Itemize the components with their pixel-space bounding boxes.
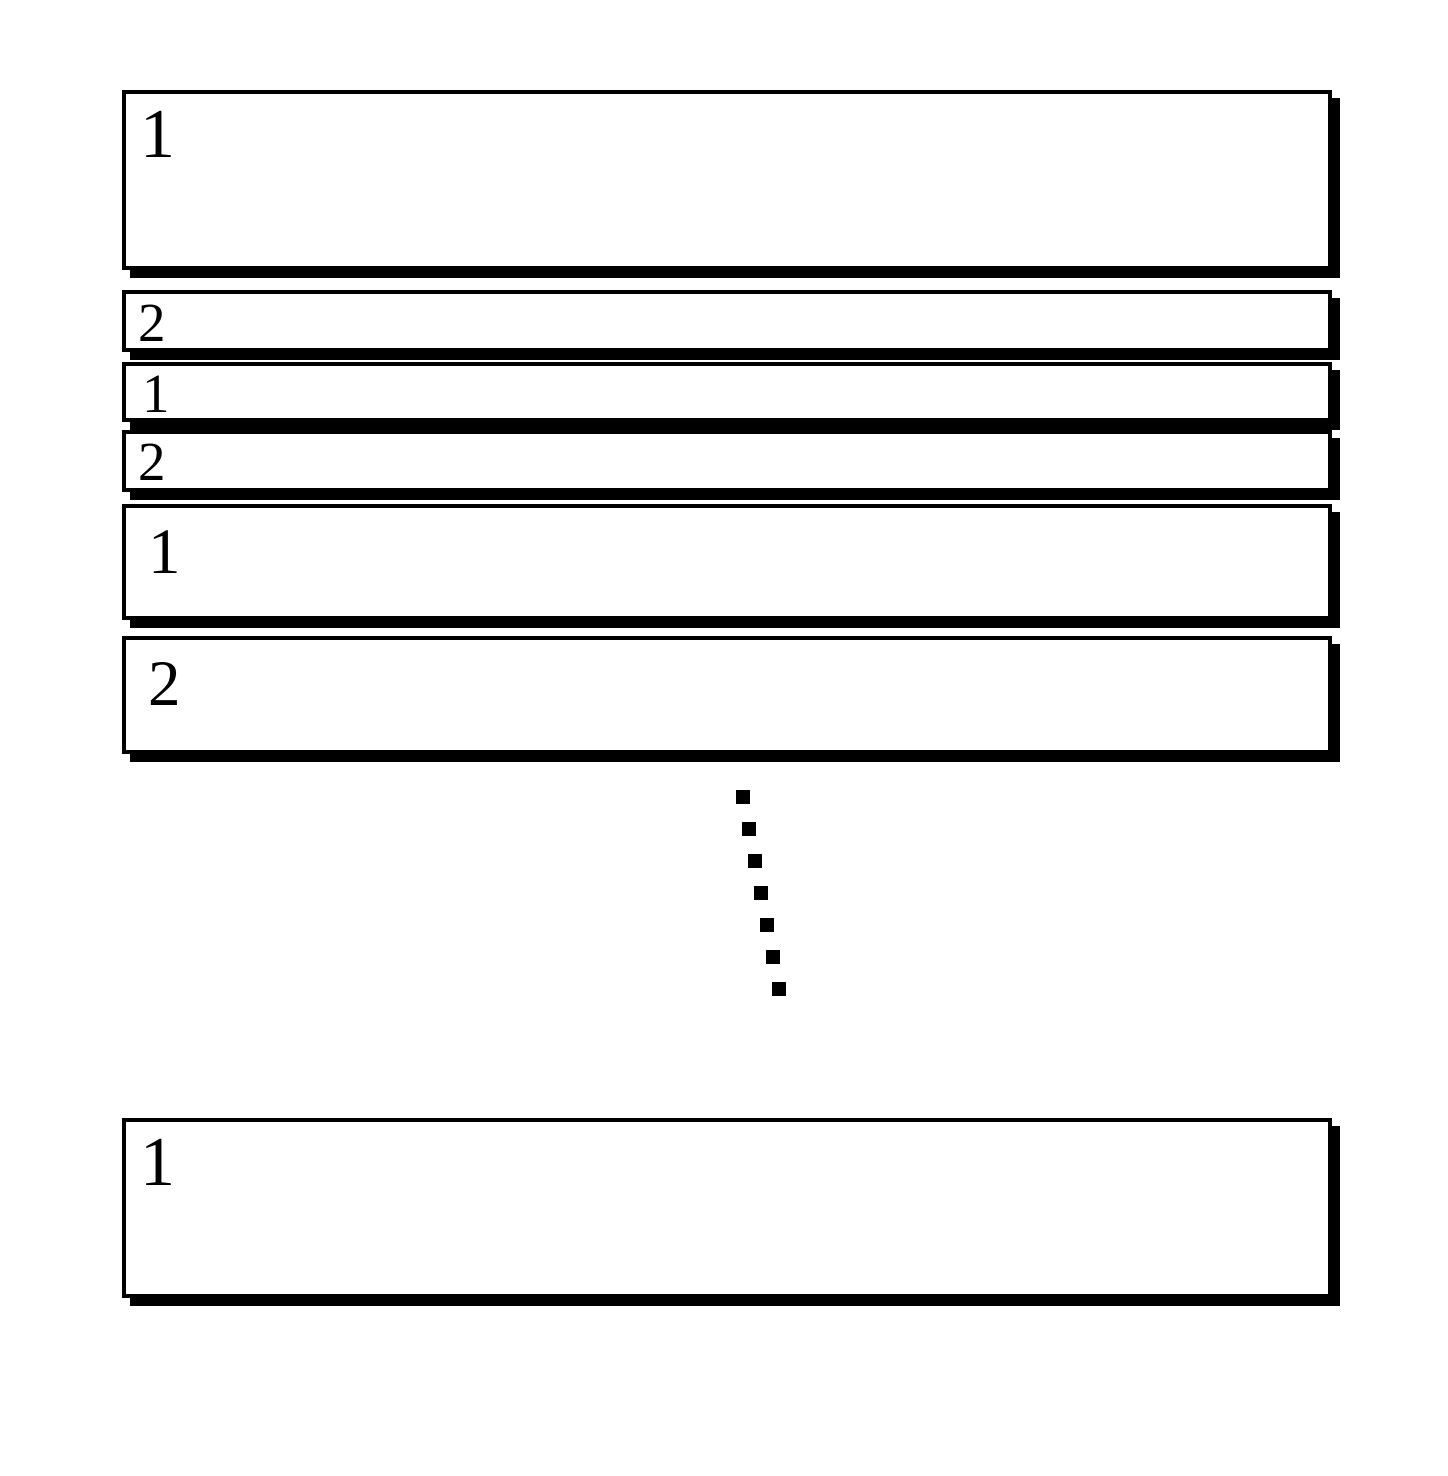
layer-box: [122, 362, 1332, 422]
layer-label: 2: [138, 295, 166, 350]
layer-label: 1: [140, 100, 175, 170]
layer-label: 1: [142, 366, 170, 421]
ellipsis-dot: [742, 822, 756, 836]
layer-box: [122, 290, 1332, 352]
ellipsis-dot: [736, 790, 750, 804]
layer-box: [122, 1118, 1332, 1298]
ellipsis-dot: [772, 982, 786, 996]
ellipsis-dot: [754, 886, 768, 900]
ellipsis-dot: [766, 950, 780, 964]
layer-label: 1: [148, 520, 181, 585]
ellipsis-dot: [748, 854, 762, 868]
layer-label: 1: [140, 1128, 175, 1198]
layer-label: 2: [148, 652, 181, 717]
layer-box: [122, 636, 1332, 754]
ellipsis-dot: [760, 918, 774, 932]
layer-box: [122, 90, 1332, 270]
layer-box: [122, 430, 1332, 492]
layer-label: 2: [138, 434, 166, 489]
diagram-canvas: 1 2 1 2 1 2 1: [0, 0, 1448, 1476]
layer-box: [122, 504, 1332, 620]
